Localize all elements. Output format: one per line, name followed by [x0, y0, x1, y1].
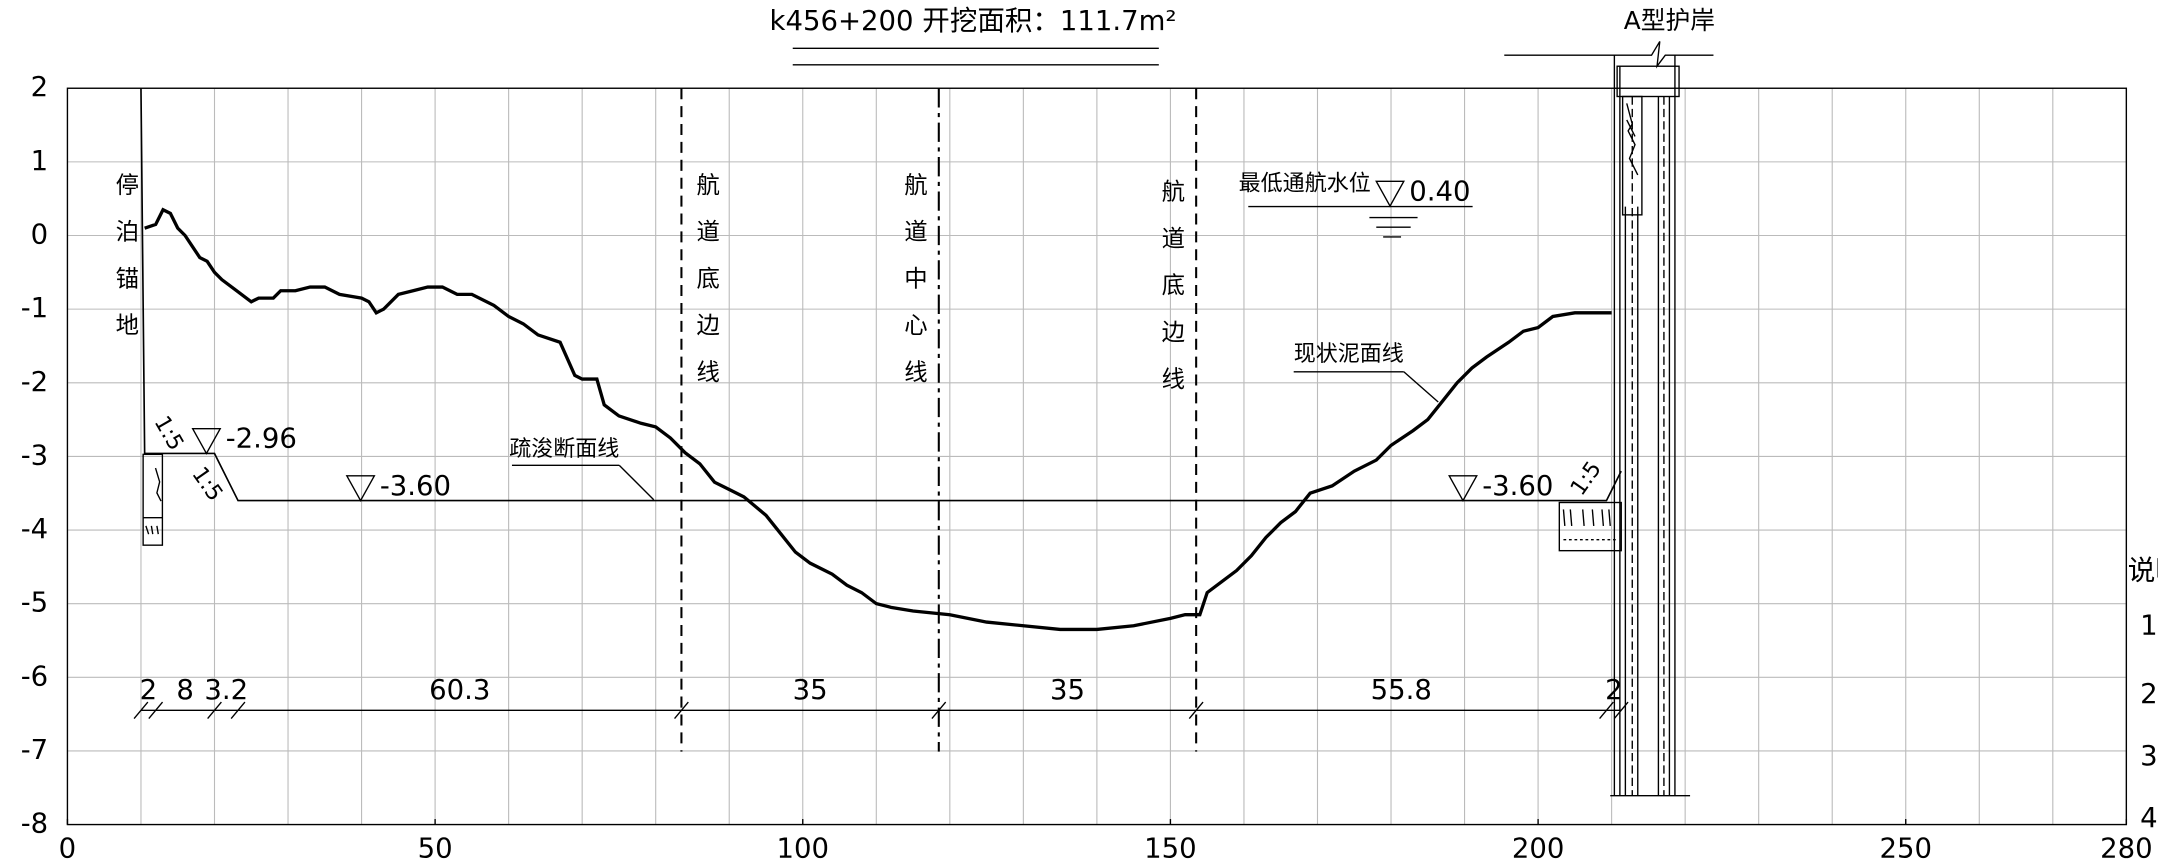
- y-tick-label: -6: [21, 660, 48, 692]
- note: 说明: [2128, 554, 2158, 586]
- level-marker: [1375, 180, 1405, 208]
- x-tick-label: 200: [1512, 832, 1565, 864]
- dimension-label: 8: [176, 674, 194, 706]
- a-revetment: [1558, 55, 1691, 797]
- y-tick-label: 1: [31, 145, 49, 177]
- x-tick-label: 50: [418, 832, 453, 864]
- grid: [66, 87, 2127, 826]
- dim-tick: [1613, 701, 1629, 720]
- level-marker: [1448, 475, 1478, 502]
- note: 3: [2140, 740, 2158, 772]
- level-label: -3.60: [1482, 470, 1553, 502]
- y-tick-label: -1: [21, 292, 48, 324]
- low-water-label: 最低通航水位: [1239, 172, 1371, 197]
- y-tick-label: -8: [21, 808, 48, 840]
- series-label: 现状泥面线: [1294, 342, 1404, 367]
- note: 2: [2140, 678, 2158, 710]
- level-marker: [191, 427, 222, 455]
- y-tick-label: 0: [31, 219, 49, 251]
- channel-label: 航道底边线: [692, 172, 720, 406]
- level-label: -3.60: [380, 470, 451, 502]
- level-label: 0.40: [1409, 175, 1470, 207]
- channel-label: 航道底边线: [1157, 179, 1185, 413]
- left-wall: [142, 453, 164, 546]
- x-tick-label: 280: [2100, 832, 2153, 864]
- dimension-label: 2: [1605, 674, 1623, 706]
- leader: [618, 464, 655, 501]
- dimension-label: 3.2: [204, 674, 248, 706]
- y-tick-label: -5: [21, 587, 48, 619]
- dimension-label: 55.8: [1371, 674, 1432, 706]
- note: 4: [2140, 802, 2158, 834]
- water-symbol: [1369, 216, 1418, 238]
- x-tick-label: 100: [776, 832, 829, 864]
- chart-title: k456+200 开挖面积：111.7m²: [770, 5, 1177, 37]
- channel-label: 航道中心线: [900, 172, 928, 406]
- anchorage-label: 停泊锚地: [111, 172, 139, 360]
- slope-label: 1:5: [186, 463, 227, 506]
- dimension-label: 2: [140, 674, 158, 706]
- dimension-label: 35: [1050, 674, 1085, 706]
- dimension-label: 60.3: [429, 674, 490, 706]
- series-label: 疏浚断面线: [509, 437, 619, 462]
- revetment-label: A型护岸: [1624, 6, 1715, 35]
- series-line: [144, 207, 1612, 632]
- notes: 说明 1 2 3 4: [2128, 554, 2158, 834]
- y-tick-label: -3: [21, 439, 48, 471]
- slope-label: 1:5: [149, 412, 188, 455]
- dimension-label: 35: [793, 674, 828, 706]
- y-tick-label: 2: [31, 71, 49, 103]
- level-label: -2.96: [226, 423, 297, 455]
- y-tick-label: -2: [21, 366, 48, 398]
- x-tick-label: 150: [1144, 832, 1197, 864]
- plot-frame: [66, 87, 2128, 826]
- x-tick-label: 0: [59, 832, 77, 864]
- leader: [1403, 371, 1439, 403]
- slope-label: 1:5: [1566, 457, 1607, 500]
- y-tick-label: -7: [21, 734, 48, 766]
- x-tick-label: 250: [1879, 832, 1932, 864]
- note: 1: [2140, 609, 2158, 641]
- series-line: [140, 88, 1622, 502]
- y-tick-label: -4: [21, 513, 48, 545]
- level-marker: [345, 475, 376, 502]
- revetment-leader: [1504, 41, 1714, 69]
